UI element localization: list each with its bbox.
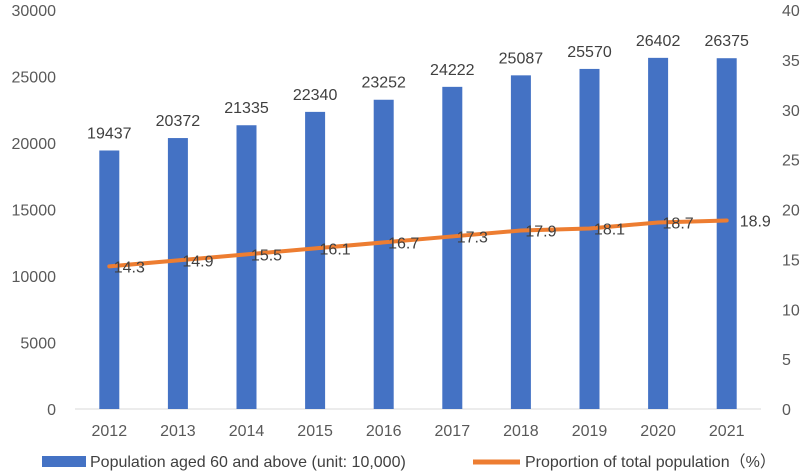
left-y-axis: 0 5000 10000 15000 20000 25000 30000 [12,3,57,419]
x-tick-label: 2014 [229,423,265,440]
right-tick-label: 15 [782,252,800,269]
bar-series [99,57,737,410]
bar-data-label: 26375 [704,33,749,50]
legend-label-line: Proportion of total population（%） [525,453,776,471]
left-tick-label: 20000 [12,136,57,153]
line-data-label: 16.7 [388,235,419,252]
bar [99,150,120,409]
bar-data-label: 20372 [156,113,201,130]
line-series [107,218,729,269]
x-tick-label: 2015 [297,423,333,440]
line-data-label: 18.9 [740,213,771,230]
bar [236,125,257,409]
legend-label-bar: Population aged 60 and above (unit: 10,0… [90,454,406,471]
left-tick-label: 0 [47,402,56,419]
right-tick-label: 10 [782,302,800,319]
right-tick-label: 35 [782,53,800,70]
right-tick-label: 30 [782,103,800,120]
left-tick-label: 25000 [12,70,57,87]
line-data-labels: 14.3 14.9 15.5 16.1 16.7 17.3 17.9 18.1 18.7 18.9 [114,213,771,276]
line-data-label: 14.9 [182,253,213,270]
line-data-label: 18.1 [594,221,625,238]
line-data-label: 15.5 [251,247,282,264]
bar-data-labels: 19437 20372 21335 22340 23252 24222 25087 25570… [87,33,749,143]
x-tick-label: 2018 [503,423,539,440]
left-tick-label: 10000 [12,269,57,286]
bar [648,57,669,410]
line-data-label: 14.3 [114,259,145,276]
bar [579,68,600,409]
right-tick-label: 5 [782,352,791,369]
legend-swatch-bar [42,456,86,467]
x-tick-label: 2013 [160,423,196,440]
x-tick-label: 2016 [366,423,402,440]
bar-data-label: 26402 [636,33,681,50]
x-tick-label: 2012 [92,423,128,440]
line-path [107,218,729,269]
bar [167,138,188,409]
bar [716,58,737,410]
left-tick-label: 30000 [12,3,57,20]
bar-data-label: 23252 [361,75,406,92]
right-tick-label: 0 [782,402,791,419]
right-tick-label: 20 [782,203,800,220]
legend: Population aged 60 and above (unit: 10,0… [42,453,776,471]
line-data-label: 18.7 [663,215,694,232]
left-tick-label: 5000 [20,336,56,353]
right-tick-label: 25 [782,153,800,170]
x-axis: 2012 2013 2014 2015 2016 2017 2018 2019 2020 2021 [75,408,761,440]
bar-data-label: 25570 [567,44,612,61]
bar-data-label: 19437 [87,125,132,142]
right-tick-label: 40 [782,3,800,20]
bar-data-label: 22340 [293,87,338,104]
bar-data-label: 25087 [499,50,544,67]
line-data-label: 16.1 [320,241,351,258]
bar [442,86,463,409]
line-data-label: 17.3 [457,229,488,246]
bar-data-label: 24222 [430,62,475,79]
x-tick-label: 2021 [709,423,745,440]
bar-data-label: 21335 [224,100,269,117]
right-y-axis: 0 5 10 15 20 25 30 35 40 [782,3,800,419]
line-data-label: 17.9 [525,223,556,240]
x-tick-label: 2020 [640,423,676,440]
x-tick-label: 2017 [435,423,471,440]
bar [373,99,394,409]
left-tick-label: 15000 [12,203,57,220]
bar [510,75,531,410]
x-tick-label: 2019 [572,423,608,440]
bar [305,111,326,410]
